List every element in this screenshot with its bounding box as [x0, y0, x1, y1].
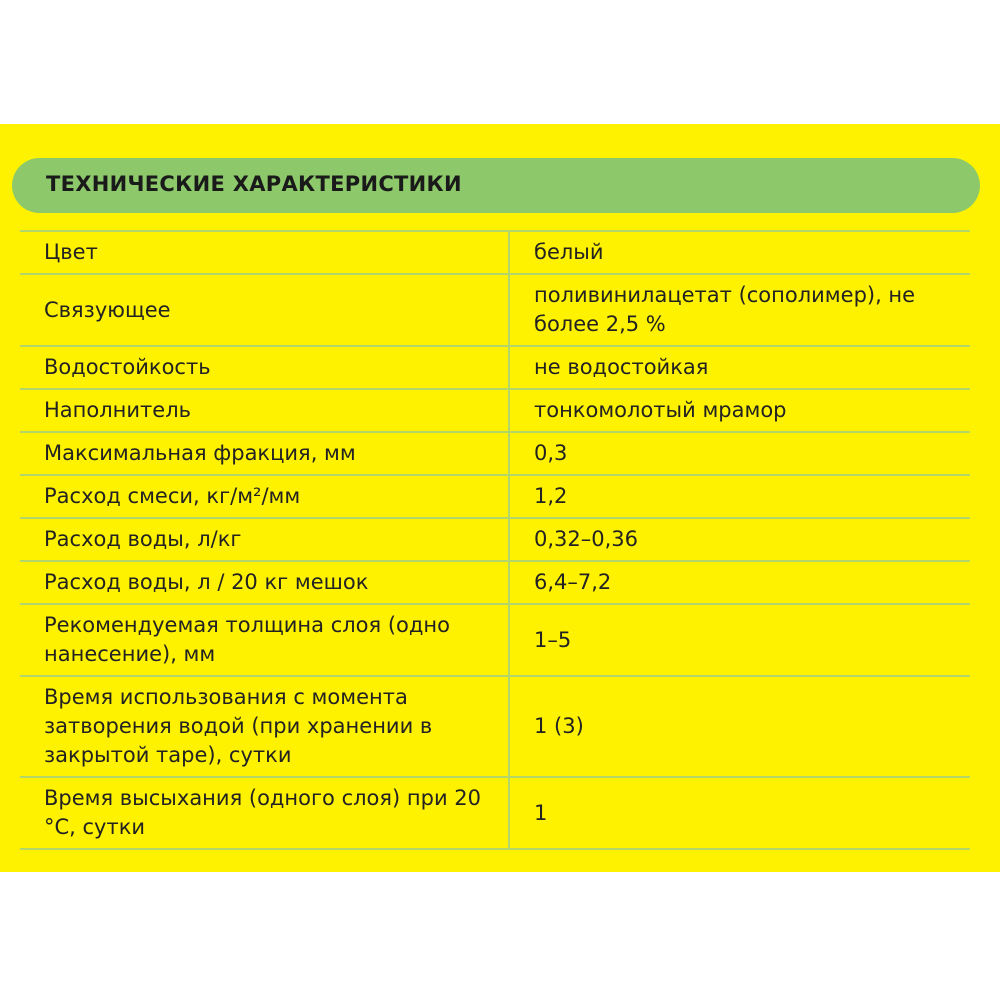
spec-value: 6,4–7,2 — [509, 560, 970, 605]
table-row: Связующее поливинилацетат (сополимер), не… — [20, 273, 970, 347]
spec-value: 1–5 — [509, 603, 970, 677]
spec-label: Наполнитель — [20, 388, 510, 433]
section-title: ТЕХНИЧЕСКИЕ ХАРАКТЕРИСТИКИ — [46, 172, 462, 196]
spec-label: Рекомендуемая толщина слоя (одно нанесен… — [20, 603, 510, 677]
spec-label: Связующее — [20, 273, 510, 347]
spec-value: тонкомолотый мрамор — [509, 388, 970, 433]
spec-panel: ТЕХНИЧЕСКИЕ ХАРАКТЕРИСТИКИ Цвет белый Связ… — [0, 124, 1000, 872]
table-row: Расход воды, л / 20 кг мешок 6,4–7,2 — [20, 560, 970, 605]
spec-value: белый — [509, 230, 970, 275]
table-row: Цвет белый — [20, 230, 970, 275]
spec-value: поливинилацетат (сополимер), не более 2,… — [509, 273, 970, 347]
table-row: Максимальная фракция, мм 0,3 — [20, 431, 970, 476]
spec-table: Цвет белый Связующее поливинилацетат (сопол… — [20, 230, 970, 850]
spec-label: Расход воды, л / 20 кг мешок — [20, 560, 510, 605]
spec-value: 1,2 — [509, 474, 970, 519]
spec-value: 0,32–0,36 — [509, 517, 970, 562]
table-row: Рекомендуемая толщина слоя (одно нанесен… — [20, 603, 970, 677]
spec-value: 1 (3) — [509, 675, 970, 778]
spec-label: Время использования с момента затворения… — [20, 675, 510, 778]
table-row: Время высыхания (одного слоя) при 20 °С,… — [20, 776, 970, 850]
spec-value: 1 — [509, 776, 970, 850]
spec-label: Расход воды, л/кг — [20, 517, 510, 562]
spec-label: Расход смеси, кг/м²/мм — [20, 474, 510, 519]
table-row: Наполнитель тонкомолотый мрамор — [20, 388, 970, 433]
table-row: Время использования с момента затворения… — [20, 675, 970, 778]
spec-label: Максимальная фракция, мм — [20, 431, 510, 476]
table-row: Расход смеси, кг/м²/мм 1,2 — [20, 474, 970, 519]
section-header: ТЕХНИЧЕСКИЕ ХАРАКТЕРИСТИКИ — [12, 158, 980, 213]
spec-value: 0,3 — [509, 431, 970, 476]
spec-label: Время высыхания (одного слоя) при 20 °С,… — [20, 776, 510, 850]
spec-label: Цвет — [20, 230, 510, 275]
spec-label: Водостойкость — [20, 345, 510, 390]
spec-value: не водостойкая — [509, 345, 970, 390]
table-row: Водостойкость не водостойкая — [20, 345, 970, 390]
table-row: Расход воды, л/кг 0,32–0,36 — [20, 517, 970, 562]
